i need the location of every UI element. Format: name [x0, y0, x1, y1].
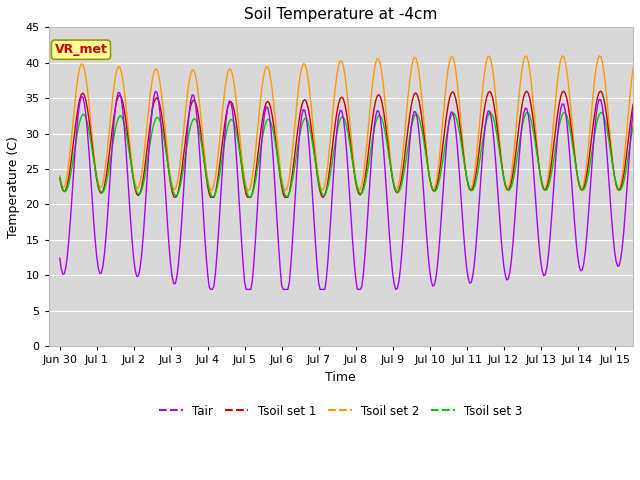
Tsoil set 3 — [152, 117, 159, 122]
Tsoil set 3 — [597, 109, 605, 115]
Tair — [84, 129, 92, 135]
Tsoil set 1 — [56, 175, 63, 181]
Tsoil set 1 — [597, 88, 605, 94]
Tair — [629, 108, 637, 114]
Text: VR_met: VR_met — [54, 43, 108, 56]
Tair — [152, 88, 159, 94]
Tsoil set 1 — [84, 106, 92, 112]
Tair — [582, 249, 589, 255]
Legend: Tair, Tsoil set 1, Tsoil set 2, Tsoil set 3: Tair, Tsoil set 1, Tsoil set 2, Tsoil se… — [154, 400, 527, 422]
Tsoil set 1 — [625, 136, 632, 142]
Tsoil set 2 — [629, 66, 637, 72]
Tsoil set 2 — [148, 77, 156, 83]
Tsoil set 3 — [148, 128, 156, 134]
Tsoil set 3 — [580, 187, 588, 192]
Tsoil set 2 — [580, 181, 588, 187]
Tsoil set 2 — [625, 109, 632, 115]
Tsoil set 2 — [152, 66, 159, 72]
Tsoil set 2 — [84, 87, 92, 93]
Tair — [625, 164, 632, 170]
Tsoil set 3 — [84, 120, 92, 126]
Tair — [213, 252, 221, 258]
Tair — [153, 89, 161, 95]
Title: Soil Temperature at -4cm: Soil Temperature at -4cm — [244, 7, 438, 22]
Line: Tsoil set 3: Tsoil set 3 — [60, 112, 633, 197]
Tsoil set 3 — [210, 193, 218, 199]
Tsoil set 1 — [580, 185, 588, 191]
Y-axis label: Temperature (C): Temperature (C) — [7, 136, 20, 238]
Tsoil set 2 — [244, 188, 252, 193]
Tair — [148, 106, 156, 112]
Tsoil set 1 — [212, 190, 220, 196]
Tsoil set 1 — [152, 96, 159, 102]
Tsoil set 3 — [246, 194, 253, 200]
Tsoil set 1 — [629, 102, 637, 108]
Tsoil set 1 — [148, 108, 156, 114]
Line: Tsoil set 1: Tsoil set 1 — [60, 91, 633, 197]
Tair — [56, 255, 63, 261]
Tsoil set 2 — [595, 53, 603, 59]
Line: Tair: Tair — [60, 91, 633, 289]
Tair — [207, 287, 214, 292]
Line: Tsoil set 2: Tsoil set 2 — [60, 56, 633, 191]
Tsoil set 1 — [172, 194, 179, 200]
Tsoil set 3 — [625, 152, 632, 158]
X-axis label: Time: Time — [326, 371, 356, 384]
Tsoil set 3 — [56, 175, 63, 180]
Tsoil set 2 — [210, 182, 218, 188]
Tsoil set 2 — [56, 173, 63, 179]
Tsoil set 3 — [629, 123, 637, 129]
